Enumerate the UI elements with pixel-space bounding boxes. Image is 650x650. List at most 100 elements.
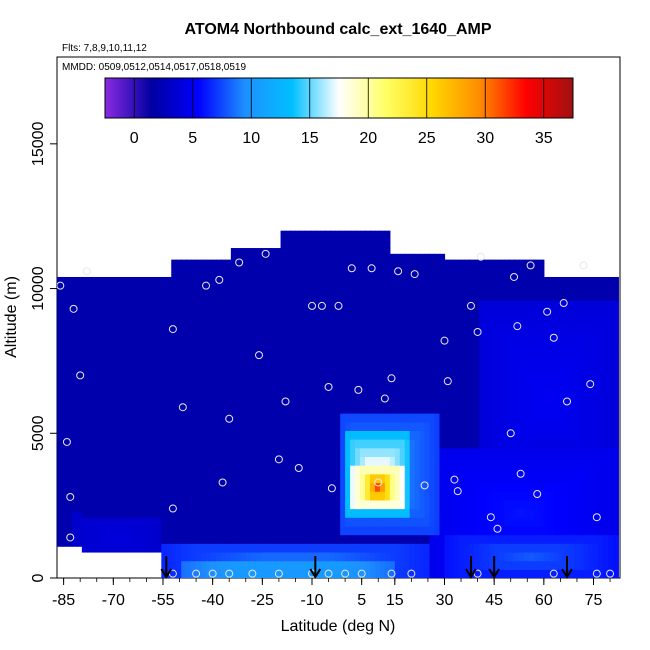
heatmap-cell (414, 482, 421, 492)
heatmap-cell (419, 265, 426, 275)
heatmap-cell (394, 517, 401, 527)
heatmap-cell (340, 447, 346, 458)
heatmap-cell (345, 413, 351, 423)
heatmap-cell (260, 334, 267, 345)
heatmap-cell (533, 421, 540, 431)
heatmap-cell (514, 465, 520, 475)
heatmap-cell (514, 404, 520, 414)
heatmap-cell (568, 430, 575, 440)
heatmap-cell (290, 473, 297, 484)
heatmap-cell (196, 343, 202, 353)
heatmap-cell (484, 282, 490, 293)
heatmap-cell (285, 491, 292, 501)
heatmap-cell (434, 360, 441, 371)
heatmap-cell (310, 326, 316, 336)
heatmap-cell (295, 308, 302, 319)
heatmap-cell (409, 473, 416, 484)
heatmap-cell (280, 543, 287, 553)
heatmap-cell (379, 413, 386, 423)
heatmap-cell (369, 308, 376, 319)
heatmap-cell (518, 259, 525, 266)
heatmap-cell (558, 508, 565, 518)
heatmap-cell (369, 491, 376, 501)
heatmap-cell (146, 334, 152, 345)
heatmap-cell (206, 404, 212, 414)
heatmap-cell (558, 334, 565, 345)
heatmap-cell (146, 276, 152, 284)
heatmap-cell (310, 352, 316, 362)
heatmap-cell (553, 317, 560, 327)
heatmap-cell (538, 569, 545, 578)
heatmap-cell (340, 360, 346, 371)
heatmap-cell (613, 395, 619, 405)
heatmap-cell (96, 456, 103, 466)
heatmap-cell (116, 508, 123, 518)
heatmap-cell (484, 517, 490, 527)
heatmap-cell (429, 253, 436, 258)
heatmap-cell (335, 378, 341, 388)
heatmap-cell (469, 317, 475, 327)
heatmap-cell (369, 525, 376, 536)
heatmap-cell (613, 300, 619, 310)
heatmap-cell (528, 308, 535, 319)
heatmap-cell (161, 525, 167, 536)
heatmap-cell (225, 300, 232, 310)
heatmap-cell (295, 248, 302, 258)
heatmap-cell (538, 499, 545, 510)
heatmap-cell (171, 413, 177, 423)
heatmap-cell (265, 482, 272, 492)
heatmap-cell (220, 560, 227, 570)
heatmap-cell (613, 517, 619, 527)
heatmap-cell (548, 482, 555, 492)
heatmap-cell (355, 360, 361, 371)
heatmap-cell (126, 525, 133, 536)
sample-points-layer (57, 249, 615, 578)
heatmap-cell (310, 239, 316, 249)
heatmap-cell (528, 560, 535, 570)
heatmap-cell (360, 569, 366, 578)
heatmap-cell (514, 543, 520, 553)
heatmap-cell (121, 326, 128, 336)
heatmap-cell (404, 386, 411, 397)
heatmap-cell (340, 300, 346, 310)
heatmap-cell (454, 413, 460, 423)
heatmap-cell (355, 499, 361, 510)
heatmap-cell (504, 447, 510, 458)
heatmap-cell (449, 282, 456, 293)
heatmap-cell (66, 433, 73, 443)
heatmap-cell (518, 482, 525, 492)
heatmap-cell (340, 265, 346, 275)
heatmap-cell (563, 404, 570, 414)
heatmap-cell (399, 265, 406, 275)
heatmap-cell (76, 476, 83, 486)
heatmap-cell (121, 276, 128, 284)
heatmap-cell (290, 352, 297, 362)
heatmap-cell (345, 456, 351, 466)
heatmap-cell (558, 465, 565, 475)
sample-point (486, 513, 495, 522)
heatmap-cell (424, 386, 431, 397)
colorbar-tick-label: 25 (418, 130, 436, 147)
heatmap-cell (230, 482, 237, 492)
heatmap-cell (230, 360, 237, 371)
heatmap-cell (364, 413, 371, 423)
heatmap-cell (255, 369, 262, 379)
heatmap-cell (360, 439, 366, 449)
heatmap-cell (404, 517, 411, 527)
heatmap-cell (518, 308, 525, 319)
heatmap-cell (265, 569, 272, 578)
heatmap-cell (563, 421, 570, 431)
heatmap-cell (171, 300, 177, 310)
heatmap-cell (598, 430, 605, 440)
sample-point (410, 270, 419, 279)
heatmap-cell (489, 291, 495, 301)
heatmap-cell (186, 482, 192, 492)
heatmap-cell (156, 404, 162, 414)
heatmap-cell (215, 404, 222, 414)
heatmap-cell (191, 560, 197, 570)
heatmap-cell (265, 378, 272, 388)
heatmap-cell (330, 439, 336, 449)
heatmap-cell (106, 343, 113, 353)
heatmap-cell (310, 386, 316, 397)
heatmap-cell (186, 308, 192, 319)
